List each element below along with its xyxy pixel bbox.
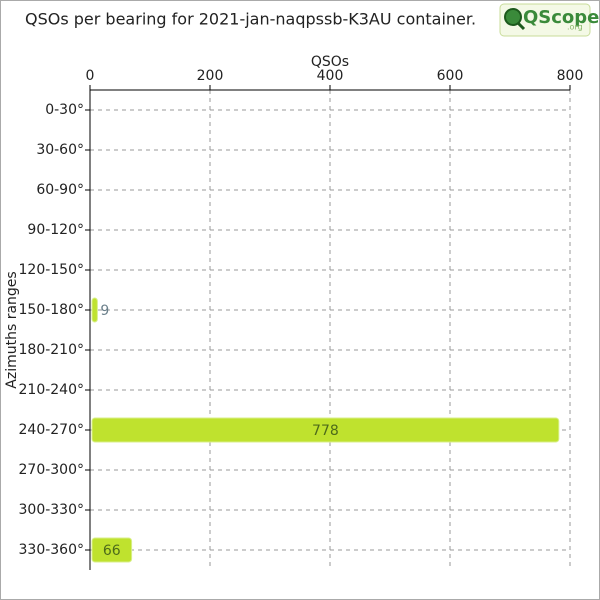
data-label: 9: [100, 303, 109, 319]
y-axis-label: Azimuths ranges: [4, 271, 20, 388]
logo-handle: [516, 21, 526, 31]
data-label: 66: [103, 543, 121, 559]
y-tick-label: 330-360°: [19, 542, 85, 558]
y-tick-label: 150-180°: [19, 302, 85, 318]
bar: [91, 537, 133, 563]
x-axis-label: QSOs: [311, 54, 349, 70]
y-tick-label: 30-60°: [36, 142, 84, 158]
logo: QScope .org: [499, 3, 599, 37]
chart-title: QSOs per bearing for 2021-jan-naqpssb-K3…: [25, 10, 476, 29]
y-tick-label: 210-240°: [19, 382, 85, 398]
logo-suffix: .org: [567, 23, 583, 32]
y-tick-label: 180-210°: [19, 342, 85, 358]
x-tick-label: 0: [86, 68, 95, 84]
y-tick-label: 270-300°: [19, 462, 85, 478]
y-tick-label: 120-150°: [19, 262, 85, 278]
logo-icon: [504, 8, 522, 26]
bar: [91, 417, 560, 443]
x-tick-label: 400: [317, 68, 344, 84]
y-tick-label: 60-90°: [36, 182, 84, 198]
x-tick-label: 200: [197, 68, 224, 84]
x-tick-label: 600: [437, 68, 464, 84]
data-label: 778: [312, 423, 339, 439]
x-tick-label: 800: [557, 68, 584, 84]
bar: [91, 297, 98, 323]
y-tick-label: 240-270°: [19, 422, 85, 438]
y-tick-label: 90-120°: [27, 222, 84, 238]
y-tick-label: 0-30°: [45, 102, 84, 118]
logo-text: QScope: [523, 7, 599, 28]
y-tick-label: 300-330°: [19, 502, 85, 518]
